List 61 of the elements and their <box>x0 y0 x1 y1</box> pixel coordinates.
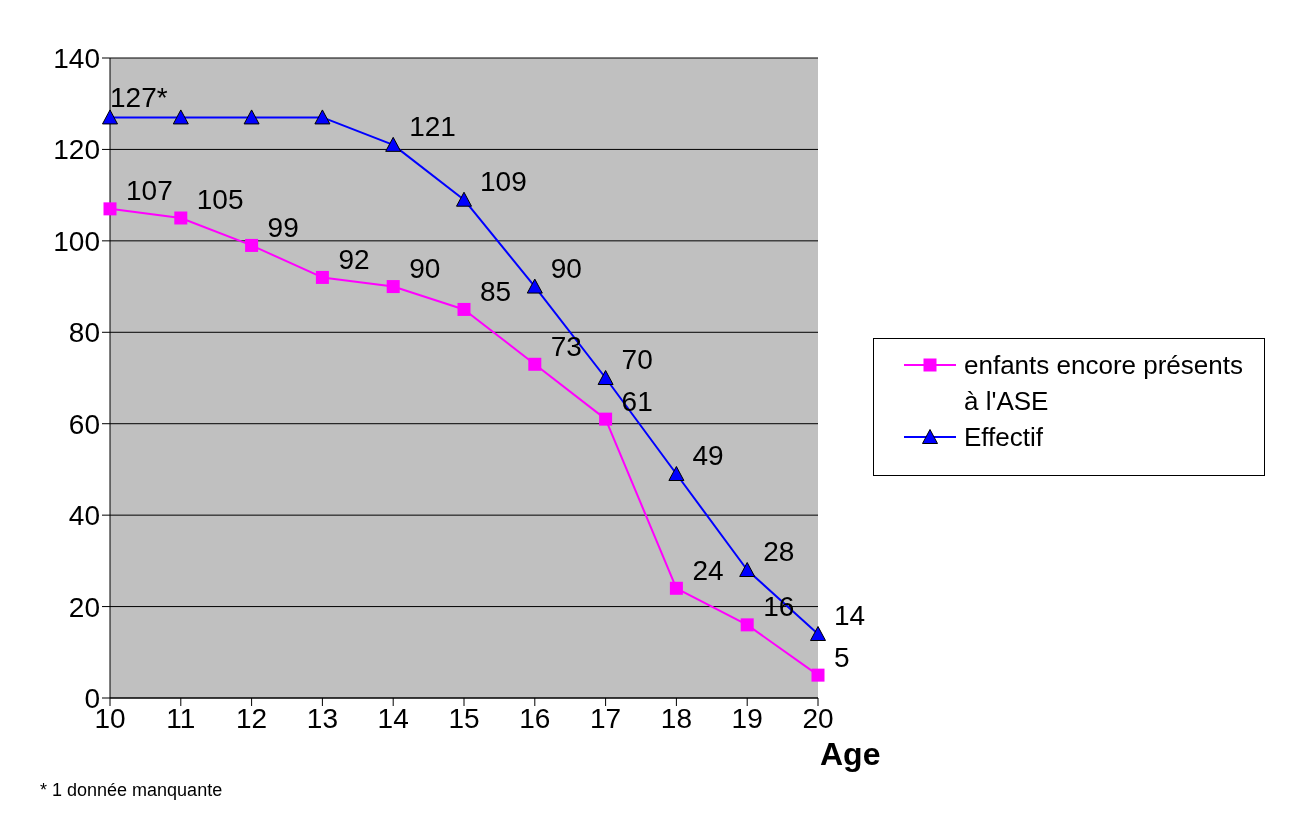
x-tick-label: 12 <box>236 702 268 734</box>
data-label: 5 <box>834 641 850 673</box>
point <box>102 109 118 125</box>
data-label: 90 <box>409 252 441 284</box>
data-label: 61 <box>621 385 653 417</box>
point <box>457 302 471 316</box>
data-label: 14 <box>834 600 866 632</box>
data-label: 85 <box>480 275 512 307</box>
point <box>739 562 756 577</box>
data-label: 107 <box>126 175 173 207</box>
x-axis-title: Age <box>820 736 881 773</box>
y-tick-label: 140 <box>53 42 100 74</box>
y-tick-label: 60 <box>68 408 100 440</box>
point <box>740 618 754 632</box>
y-tick-label: 40 <box>68 500 100 532</box>
point <box>669 581 683 595</box>
data-label: 73 <box>550 330 582 362</box>
point <box>386 280 400 294</box>
x-tick-label: 18 <box>660 702 692 734</box>
x-tick-label: 20 <box>802 702 834 734</box>
x-tick-label: 11 <box>166 702 196 734</box>
point <box>243 109 260 125</box>
data-label: 49 <box>692 440 724 472</box>
data-label: 121 <box>409 111 456 143</box>
point <box>810 626 826 641</box>
data-label: 92 <box>338 243 370 275</box>
data-label: 24 <box>692 554 724 586</box>
data-label: 99 <box>267 211 299 243</box>
point <box>103 202 117 216</box>
x-tick-label: 14 <box>377 702 409 734</box>
y-tick-label: 20 <box>68 591 100 623</box>
point <box>668 466 685 481</box>
y-tick-label: 120 <box>53 134 100 166</box>
point <box>526 278 543 294</box>
point <box>385 136 402 152</box>
point <box>174 211 188 225</box>
x-tick-label: 15 <box>448 702 480 734</box>
data-label: 28 <box>763 536 795 568</box>
point <box>314 109 331 125</box>
x-tick-label: 16 <box>519 702 551 734</box>
x-tick-label: 13 <box>306 702 338 734</box>
point <box>528 357 542 371</box>
y-tick-label: 80 <box>68 317 100 349</box>
point <box>315 270 329 284</box>
point <box>597 370 614 385</box>
data-label: 70 <box>621 344 653 376</box>
data-label: 127* <box>110 81 168 113</box>
point <box>456 191 472 207</box>
point <box>245 238 259 252</box>
y-tick-label: 100 <box>53 225 100 257</box>
point <box>599 412 613 426</box>
text: * 1 donnée manquante <box>40 780 223 801</box>
point <box>811 668 825 682</box>
data-label: 109 <box>480 166 527 198</box>
x-tick-label: 17 <box>590 702 622 734</box>
x-tick-label: 19 <box>731 702 763 734</box>
point <box>172 109 189 125</box>
data-label: 105 <box>196 184 244 216</box>
data-label: 90 <box>550 252 582 284</box>
legend-label: Effectif <box>964 421 1044 454</box>
legend-label: enfants encore présents à l'ASE <box>964 349 1244 418</box>
